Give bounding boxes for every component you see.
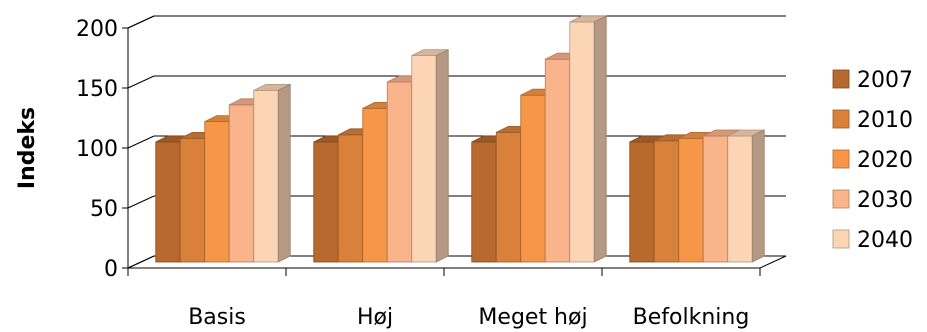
legend-swatch	[832, 69, 850, 89]
legend-swatch	[832, 189, 850, 209]
bar	[727, 129, 765, 263]
y-tick-label: 200	[76, 17, 118, 42]
legend-item: 2030	[832, 188, 913, 213]
category-label: Basis	[188, 305, 246, 330]
category-label: Befolkning	[633, 305, 750, 330]
y-tick-label: 0	[104, 257, 118, 282]
bar	[253, 83, 291, 263]
legend-swatch	[832, 149, 850, 169]
category-label: Meget høj	[478, 305, 587, 330]
legend: 2007 2010 2020 2030 2040	[832, 68, 913, 253]
bar-front	[155, 141, 181, 263]
legend-item: 2010	[832, 108, 913, 133]
bars	[155, 15, 765, 263]
category-labels: Basis Høj Meget høj Befolkning	[188, 305, 749, 330]
bar-front	[544, 58, 571, 263]
bar-front	[702, 135, 729, 263]
bar-side	[751, 129, 765, 263]
legend-label: 2007	[857, 68, 913, 93]
legend-item: 2040	[832, 228, 913, 253]
bar-front	[520, 94, 546, 263]
bar-front	[337, 134, 364, 263]
bar-side	[277, 83, 291, 263]
legend-swatch	[832, 229, 850, 249]
bar-front	[228, 104, 255, 263]
legend-label: 2030	[857, 188, 913, 213]
bar-side	[593, 15, 607, 263]
legend-item: 2020	[832, 148, 913, 173]
bar-side	[435, 48, 449, 263]
gridline-depth	[127, 75, 155, 89]
y-axis-title: Indeks	[15, 107, 40, 189]
bar-front	[495, 131, 522, 263]
legend-label: 2020	[857, 148, 913, 173]
legend-label: 2010	[857, 108, 913, 133]
bar-front	[629, 141, 655, 263]
y-axis-top-edge	[127, 15, 155, 29]
category-label: Høj	[357, 305, 393, 330]
bar-front	[313, 141, 339, 263]
bar-front	[727, 135, 753, 263]
bar-front	[569, 21, 595, 263]
legend-label: 2040	[857, 228, 913, 253]
axes	[122, 15, 761, 276]
y-tick-label: 100	[76, 137, 118, 162]
bar	[411, 48, 449, 263]
legend-swatch	[832, 109, 850, 129]
gridline-depth	[127, 135, 155, 149]
bar-front	[678, 137, 704, 263]
bar-front	[253, 90, 279, 263]
legend-item: 2007	[832, 68, 913, 93]
bar-front	[386, 81, 413, 263]
gridline-depth	[127, 195, 155, 209]
bar-front	[204, 121, 230, 263]
bar	[569, 15, 607, 263]
bar-front	[179, 137, 206, 263]
bar-front	[362, 108, 388, 263]
bar-front	[411, 55, 437, 263]
bar-front	[471, 141, 497, 263]
wall-depth-edge	[127, 255, 155, 269]
y-tick-label: 50	[90, 197, 118, 222]
y-tick-labels: 0 50 100 150 200	[76, 17, 118, 282]
y-tick-label: 150	[76, 77, 118, 102]
bar-front	[653, 140, 680, 263]
